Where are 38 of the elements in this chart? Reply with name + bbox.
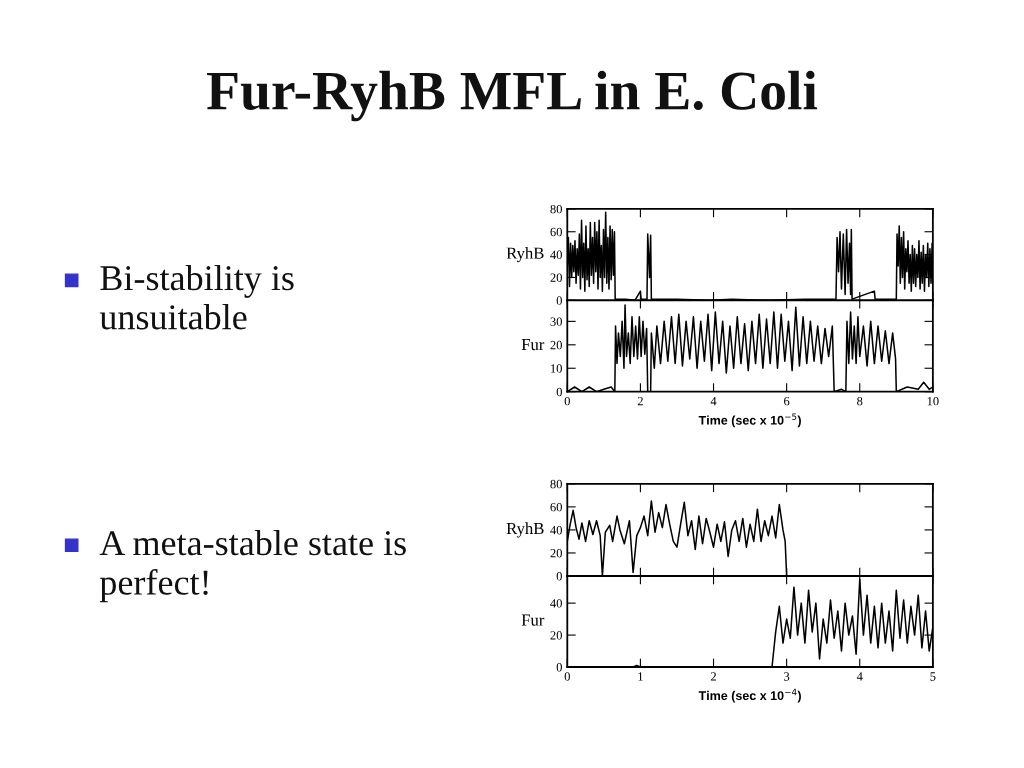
y-tick-label: 40 [550,250,562,260]
y-tick-label: 0 [556,387,562,397]
y-tick-label: 20 [550,631,562,640]
y-axis-title: RyhB [506,247,544,263]
y-tick-label: 30 [550,317,562,326]
y-axis-title: Fur [521,339,545,351]
x-tick-label: 5 [930,672,936,681]
y-tick-label: 20 [550,273,562,282]
x-tick-label: 10 [927,396,939,406]
x-tick-label: 2 [710,672,716,681]
y-tick-label: 60 [550,227,562,237]
x-tick-label: 8 [857,396,863,406]
y-tick-label: 0 [556,663,562,672]
y-tick-label: 20 [550,548,562,558]
y-tick-label: 60 [550,502,562,512]
x-tick-label: 4 [856,672,863,681]
y-tick-label: 40 [550,599,562,608]
x-tick-label: 6 [784,396,790,406]
x-tick-label: 3 [784,672,790,681]
x-axis-title: Time (sec x 10$^{−5}$) [698,413,801,428]
text: Bi-stability is unsuitable [99,264,294,330]
y-tick-label: 0 [556,296,562,305]
x-axis-title: Time (sec x 10$^{−4}$) [698,688,801,703]
text: A meta-stable state is perfect! [99,529,406,603]
y-tick-label: 80 [550,479,562,489]
x-tick-label: 2 [637,396,643,406]
x-tick-label: 0 [564,396,570,406]
text: Fur-RyhB MFL in E. Coli [207,70,818,122]
x-tick-label: 0 [564,672,570,681]
y-tick-label: 0 [556,572,562,581]
y-tick-label: 10 [551,364,562,373]
y-tick-label: 80 [550,204,562,214]
x-tick-label: 4 [710,396,717,406]
y-tick-label: 20 [550,340,562,350]
y-axis-title: Fur [521,614,545,626]
y-tick-label: 40 [550,525,562,535]
x-tick-label: 1 [638,672,643,681]
y-axis-title: RyhB [506,522,544,538]
